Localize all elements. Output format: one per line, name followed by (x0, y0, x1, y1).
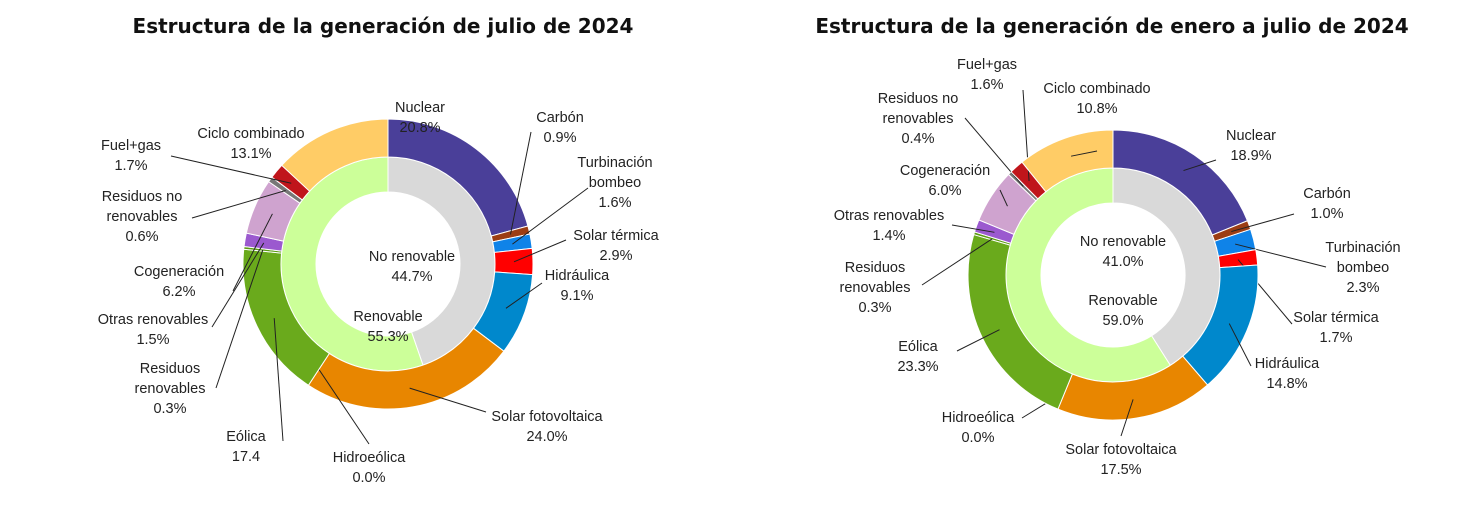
leader-line-residuos-renovables-july (215, 249, 264, 389)
data-label-turbinacion-bombeo-jan-jul: Turbinación bombeo 2.3% (1325, 240, 1400, 296)
data-label-residuos-renovables-july: Residuos renovables 0.3% (135, 361, 206, 417)
data-label-nuclear-july: Nuclear 20.8% (395, 100, 445, 136)
data-label-nuclear-jan-jul: Nuclear 18.9% (1226, 128, 1276, 164)
data-label-no-renovable-july: No renovable 44.7% (369, 249, 455, 285)
leader-line-otras-renovables-jan-jul (951, 224, 995, 233)
data-label-hidraulica-jan-jul: Hidráulica 14.8% (1255, 356, 1320, 392)
data-label-no-renovable-jan-jul: No renovable 41.0% (1080, 234, 1166, 270)
leader-line-otras-renovables-july (211, 242, 265, 328)
leader-line-eolica-jan-jul (956, 329, 1000, 352)
chart-title-jan-jul: Estructura de la generación de enero a j… (815, 14, 1409, 38)
leader-line-hidroeolica-july (318, 369, 370, 445)
data-label-solar-termica-jan-jul: Solar térmica 1.7% (1293, 310, 1379, 346)
leader-line-eolica-july (273, 318, 284, 442)
leader-line-cogeneracion-july (232, 213, 273, 292)
leader-line-solar-termica-july (513, 239, 567, 263)
data-label-hidroeolica-july: Hidroeólica 0.0% (333, 450, 406, 486)
data-label-renovable-july: Renovable 55.3% (353, 309, 422, 345)
leader-line-ciclo-combinado-jan-jul (1070, 150, 1098, 157)
leader-line-residuos-renovables-jan-jul (921, 238, 993, 286)
leader-line-carbon-july (509, 131, 532, 235)
outer-slice-ciclo-combinado-jan-jul (1021, 129, 1114, 193)
data-label-otras-renovables-jan-jul: Otras renovables 1.4% (834, 208, 944, 244)
data-label-otras-renovables-july: Otras renovables 1.5% (98, 312, 208, 348)
leader-line-residuos-no-renovables-july (191, 190, 286, 219)
leader-line-turbinacion-bombeo-july (512, 187, 589, 245)
data-label-solar-fotovoltaica-jan-jul: Solar fotovoltaica 17.5% (1065, 442, 1177, 478)
data-label-fuel-gas-jan-jul: Fuel+gas 1.6% (957, 57, 1017, 93)
leader-line-fuel-gas-july (170, 155, 292, 184)
data-label-carbon-july: Carbón 0.9% (536, 110, 584, 146)
data-label-residuos-no-renovables-july: Residuos no renovables 0.6% (102, 189, 183, 245)
leader-line-hidraulica-jan-jul (1228, 323, 1252, 367)
leader-line-cogeneracion-jan-jul (999, 189, 1008, 207)
data-label-fuel-gas-july: Fuel+gas 1.7% (101, 138, 161, 174)
data-label-solar-termica-july: Solar térmica 2.9% (573, 228, 659, 264)
outer-slice-solar-termica-july (493, 247, 534, 276)
data-label-eolica-july: Eólica 17.4 (226, 429, 266, 465)
leader-line-turbinacion-bombeo-jan-jul (1235, 243, 1327, 268)
data-label-carbon-jan-jul: Carbón 1.0% (1303, 186, 1351, 222)
data-label-ciclo-combinado-jan-jul: Ciclo combinado 10.8% (1043, 81, 1150, 117)
data-label-ciclo-combinado-july: Ciclo combinado 13.1% (197, 126, 304, 162)
data-label-eolica-jan-jul: Eólica 23.3% (897, 339, 938, 375)
data-label-hidroeolica-jan-jul: Hidroeólica 0.0% (942, 410, 1015, 446)
data-label-cogeneracion-jan-jul: Cogeneración 6.0% (900, 163, 990, 199)
leader-line-solar-fotovoltaica-jan-jul (1120, 399, 1134, 437)
leader-line-carbon-jan-jul (1231, 213, 1295, 233)
leader-line-nuclear-jan-jul (1183, 159, 1217, 172)
data-label-turbinacion-bombeo-july: Turbinación bombeo 1.6% (577, 155, 652, 211)
outer-slice-ciclo-combinado-july (281, 118, 389, 192)
data-label-residuos-no-renovables-jan-jul: Residuos no renovables 0.4% (878, 91, 959, 147)
chart-title-july: Estructura de la generación de julio de … (132, 14, 634, 38)
leader-line-solar-fotovoltaica-july (409, 387, 487, 413)
data-label-hidraulica-july: Hidráulica 9.1% (545, 268, 610, 304)
leader-line-hidraulica-july (505, 282, 543, 309)
data-label-residuos-renovables-jan-jul: Residuos renovables 0.3% (840, 260, 911, 316)
data-label-solar-fotovoltaica-july: Solar fotovoltaica 24.0% (491, 409, 603, 445)
data-label-renovable-jan-jul: Renovable 59.0% (1088, 293, 1157, 329)
data-label-cogeneracion-july: Cogeneración 6.2% (134, 264, 224, 300)
